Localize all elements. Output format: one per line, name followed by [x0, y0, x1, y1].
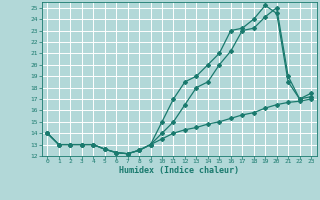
X-axis label: Humidex (Indice chaleur): Humidex (Indice chaleur) [119, 166, 239, 175]
